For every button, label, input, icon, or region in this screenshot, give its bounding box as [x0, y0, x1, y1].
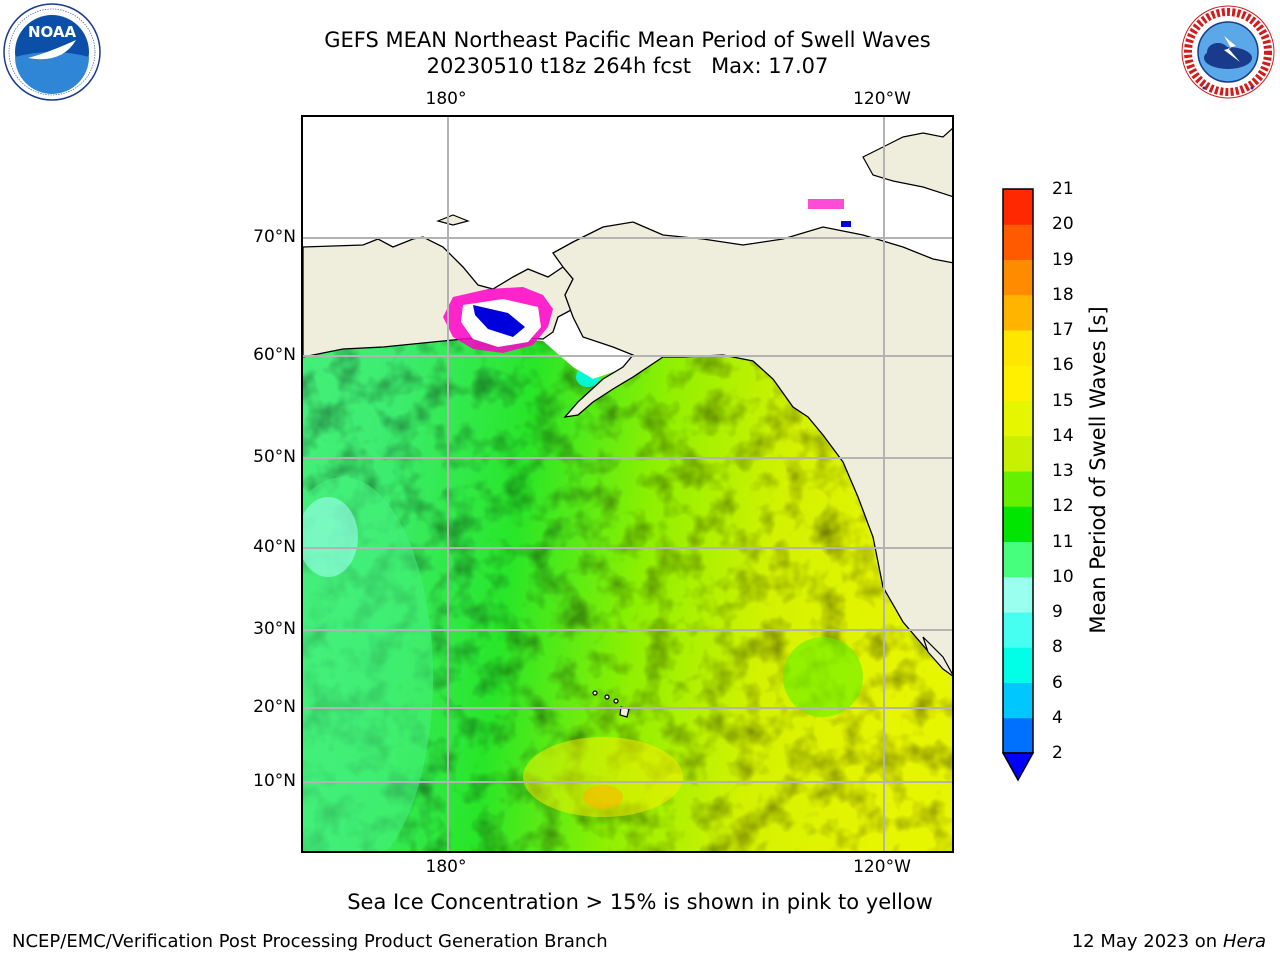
land-baja [922, 636, 952, 677]
colorbar-segment [1003, 576, 1033, 613]
lat-label-70n: 70°N [253, 227, 296, 247]
gridlines [303, 117, 952, 851]
lon-label-bottom-120w: 120°W [853, 857, 911, 877]
noaa-logo: NOAA [3, 3, 101, 101]
colorbar-segment [1003, 259, 1033, 296]
credit-date: 12 May 2023 on [1071, 931, 1218, 952]
colorbar-segment [1003, 647, 1033, 683]
lat-label-50n: 50°N [253, 447, 296, 467]
colorbar-tick-label: 21 [1052, 179, 1074, 199]
lon-label-top-120w: 120°W [853, 89, 911, 109]
colorbar-segments [1003, 189, 1033, 754]
colorbar-tick-label: 19 [1052, 249, 1074, 270]
colorbar [1002, 188, 1035, 782]
colorbar-segment [1003, 294, 1033, 331]
credit-host: Hera [1222, 931, 1266, 952]
lat-label-10n: 10°N [253, 771, 296, 791]
colorbar-segment [1003, 541, 1033, 578]
land-arctic-islands [862, 128, 952, 197]
colorbar-tick-label: 17 [1052, 320, 1074, 340]
chart-title: GEFS MEAN Northeast Pacific Mean Period … [324, 28, 931, 52]
colorbar-tick-label: 16 [1052, 355, 1074, 376]
colorbar-tick-label: 11 [1052, 531, 1074, 552]
colorbar-tick-label: 8 [1052, 637, 1063, 658]
land-alaska-canada [552, 221, 952, 676]
colorbar-tick-label: 18 [1052, 284, 1074, 305]
lat-label-60n: 60°N [253, 345, 296, 365]
colorbar-segment [1003, 224, 1033, 260]
colorbar-segment [1003, 612, 1033, 648]
lat-label-20n: 20°N [253, 697, 296, 717]
colorbar-segment [1003, 400, 1033, 437]
sea-ice-note: Sea Ice Concentration > 15% is shown in … [347, 890, 933, 914]
lat-label-30n: 30°N [253, 619, 296, 639]
colorbar-tick-label: 15 [1052, 390, 1074, 411]
colorbar-tick-label: 20 [1052, 214, 1074, 235]
colorbar-tick-label: 4 [1052, 707, 1063, 728]
lon-label-top-180: 180° [425, 89, 467, 109]
nws-logo [1180, 4, 1276, 100]
colorbar-tick-label: 6 [1052, 672, 1063, 693]
colorbar-segment [1003, 435, 1033, 472]
map-canvas [303, 117, 952, 851]
colorbar-segment [1003, 365, 1033, 401]
colorbar-tick-label: 10 [1052, 566, 1074, 587]
lon-label-bottom-180: 180° [425, 857, 467, 877]
colorbar-tick-label: 13 [1052, 461, 1074, 481]
colorbar-extend-arrow [1002, 752, 1035, 782]
land-arctic-island-small [436, 214, 470, 226]
colorbar-tick-label: 9 [1052, 602, 1063, 622]
chart-subtitle: 20230510 t18z 264h fcst Max: 17.07 [426, 54, 829, 78]
sea-ice-patches [443, 199, 858, 353]
lat-label-40n: 40°N [253, 537, 296, 557]
colorbar-segment [1003, 471, 1033, 507]
colorbar-outline [1002, 188, 1034, 754]
map-frame [301, 115, 954, 853]
noaa-logo-text: NOAA [28, 23, 77, 41]
colorbar-segment [1003, 682, 1033, 719]
credit-left: NCEP/EMC/Verification Post Processing Pr… [12, 931, 608, 952]
colorbar-tick-label: 14 [1052, 425, 1074, 446]
colorbar-segment [1003, 506, 1033, 542]
colorbar-label: Mean Period of Swell Waves [s] [1086, 306, 1110, 634]
colorbar-segment [1003, 330, 1033, 366]
credit-right: 12 May 2023 on Hera [1072, 931, 1266, 952]
colorbar-tick-label: 12 [1052, 496, 1074, 517]
colorbar-segment [1003, 717, 1033, 754]
colorbar-segment [1003, 189, 1033, 225]
colorbar-tick-label: 2 [1052, 743, 1063, 763]
